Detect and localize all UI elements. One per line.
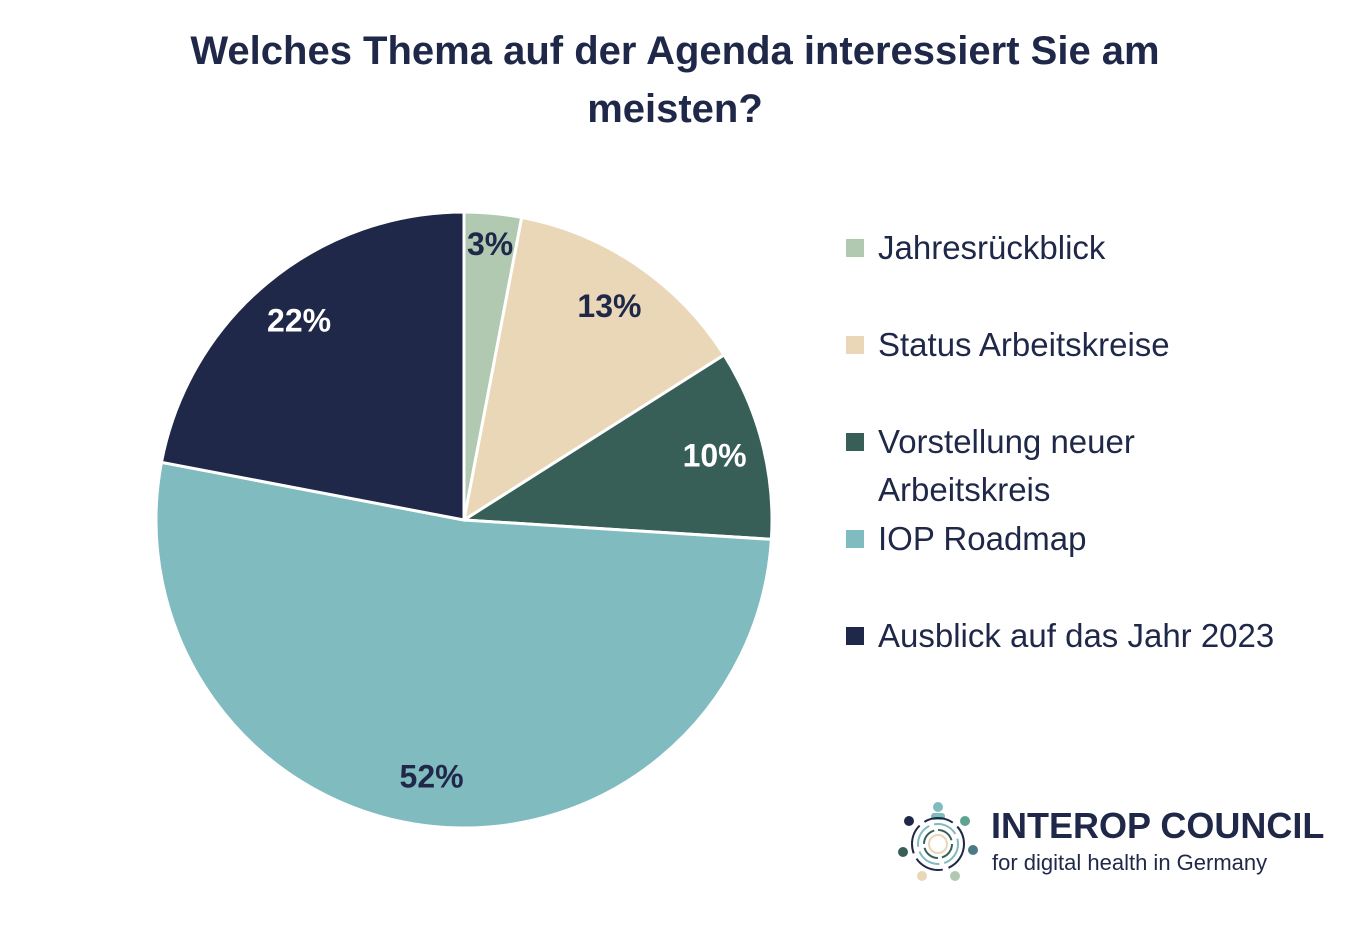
legend-item: Ausblick auf das Jahr 2023 [846, 612, 1346, 660]
data-label: 13% [577, 288, 641, 324]
pie-slice [154, 460, 773, 830]
legend-swatch [846, 239, 864, 257]
pie-slice [159, 210, 466, 522]
legend-item: Vorstellung neuer Arbeitskreis [846, 418, 1186, 514]
legend-swatch [846, 336, 864, 354]
pie-slice [459, 352, 774, 541]
legend-label: Status Arbeitskreise [878, 326, 1170, 363]
legend-item: IOP Roadmap [846, 515, 1346, 563]
legend-item: Status Arbeitskreise [846, 321, 1346, 369]
data-label: 52% [400, 759, 464, 795]
pie-slice [461, 215, 727, 524]
logo-tagline: for digital health in Germany [992, 850, 1268, 875]
data-label: 22% [267, 303, 331, 339]
legend-label: IOP Roadmap [878, 520, 1087, 557]
legend-swatch [846, 433, 864, 451]
logo-name: INTEROP COUNCIL [991, 805, 1325, 846]
legend-item: Jahresrückblick [846, 224, 1346, 272]
legend-swatch [846, 530, 864, 548]
legend-label: Jahresrückblick [878, 229, 1106, 266]
legend-label: Ausblick auf das Jahr 2023 [878, 617, 1275, 654]
chart-title: Welches Thema auf der Agenda interessier… [190, 29, 1160, 131]
legend-swatch [846, 627, 864, 645]
people-circle-icon [898, 802, 978, 881]
interop-council-logo: INTEROP COUNCIL for digital health in Ge… [895, 800, 1355, 885]
legend-label: Vorstellung neuer Arbeitskreis [878, 423, 1135, 508]
data-label: 3% [467, 226, 513, 262]
data-label: 10% [683, 438, 747, 474]
